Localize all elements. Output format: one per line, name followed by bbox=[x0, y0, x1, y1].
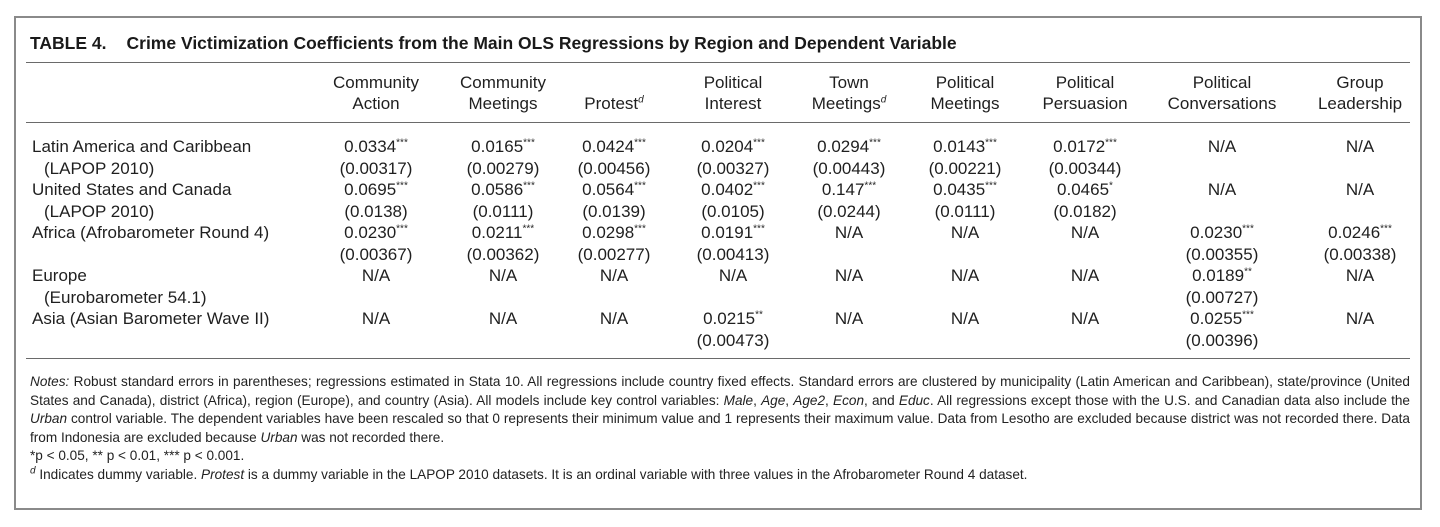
table-cell: 0.0211*** (0.00362) bbox=[466, 223, 540, 264]
body-rule bbox=[26, 358, 1410, 359]
table-number: TABLE 4. bbox=[30, 33, 107, 53]
row-label: Latin America and Caribbean (LAPOP 2010) bbox=[32, 137, 252, 178]
table-cell: 0.0165*** (0.00279) bbox=[466, 137, 540, 178]
row-label: United States and Canada (LAPOP 2010) bbox=[32, 180, 232, 221]
table-cell: 0.0215** (0.00473) bbox=[696, 309, 770, 350]
table-cell: N/A bbox=[599, 309, 629, 328]
table-cell: 0.0465* (0.0182) bbox=[1053, 180, 1117, 221]
table-cell: N/A bbox=[1345, 266, 1375, 285]
table-cell: N/A bbox=[361, 309, 391, 328]
table-cell: N/A bbox=[950, 223, 980, 242]
table-cell: 0.0334*** (0.00317) bbox=[339, 137, 413, 178]
table-cell: N/A bbox=[488, 309, 518, 328]
table-cell: N/A bbox=[361, 266, 391, 285]
table-cell: 0.0189** (0.00727) bbox=[1185, 266, 1259, 307]
dummy-note: d Indicates dummy variable. Protest is a… bbox=[30, 465, 1028, 482]
column-header: Town Meetingsd bbox=[811, 73, 887, 113]
table-cell: 0.0191*** (0.00413) bbox=[696, 223, 770, 264]
table-title: TABLE 4. Crime Victimization Coefficients… bbox=[30, 33, 957, 54]
table-cell: 0.0230*** (0.00367) bbox=[339, 223, 413, 264]
table-cell: 0.0564*** (0.0139) bbox=[582, 180, 646, 221]
column-header: Protestd bbox=[584, 94, 644, 113]
table-frame bbox=[14, 16, 1422, 510]
table-cell: N/A bbox=[1070, 266, 1100, 285]
table-cell: 0.0695*** (0.0138) bbox=[344, 180, 408, 221]
table-notes: Notes: Robust standard errors in parenth… bbox=[30, 373, 1410, 485]
table-cell: N/A bbox=[718, 266, 748, 285]
column-header: Group Leadership bbox=[1317, 73, 1403, 113]
row-label: Asia (Asian Barometer Wave II) bbox=[32, 309, 270, 328]
table-cell: N/A bbox=[834, 266, 864, 285]
table-cell: N/A bbox=[834, 309, 864, 328]
column-header: Political Meetings bbox=[930, 73, 1000, 113]
table-cell: N/A bbox=[1207, 137, 1237, 156]
table-cell: N/A bbox=[599, 266, 629, 285]
table-cell: N/A bbox=[1345, 309, 1375, 328]
table-cell: N/A bbox=[1345, 137, 1375, 156]
table-cell: N/A bbox=[950, 266, 980, 285]
top-rule bbox=[26, 62, 1410, 63]
column-header: Political Persuasion bbox=[1042, 73, 1128, 113]
table-cell: N/A bbox=[950, 309, 980, 328]
header-rule bbox=[26, 122, 1410, 123]
significance-note: *p < 0.05, ** p < 0.01, *** p < 0.001. bbox=[30, 448, 245, 464]
table-cell: 0.0298*** (0.00277) bbox=[577, 223, 651, 264]
column-header: Community Meetings bbox=[460, 73, 546, 113]
table-cell: 0.0143*** (0.00221) bbox=[928, 137, 1002, 178]
column-header: Political Conversations bbox=[1167, 73, 1277, 113]
table-cell: 0.0255*** (0.00396) bbox=[1185, 309, 1259, 350]
table-cell: 0.0294*** (0.00443) bbox=[812, 137, 886, 178]
table-cell: 0.0172*** (0.00344) bbox=[1048, 137, 1122, 178]
table-cell: N/A bbox=[1070, 223, 1100, 242]
table-cell: N/A bbox=[1345, 180, 1375, 199]
table-cell: N/A bbox=[1207, 180, 1237, 199]
table-cell: N/A bbox=[488, 266, 518, 285]
table-cell: 0.0230*** (0.00355) bbox=[1185, 223, 1259, 264]
row-label: Europe (Eurobarometer 54.1) bbox=[32, 266, 207, 307]
table-cell: 0.0435*** (0.0111) bbox=[933, 180, 997, 221]
table-cell: N/A bbox=[1070, 309, 1100, 328]
notes-paragraph: Notes: Robust standard errors in parenth… bbox=[30, 374, 1410, 445]
table-cell: N/A bbox=[834, 223, 864, 242]
table-cell: 0.0204*** (0.00327) bbox=[696, 137, 770, 178]
column-header: Community Action bbox=[333, 73, 419, 113]
row-label: Africa (Afrobarometer Round 4) bbox=[32, 223, 270, 242]
table-cell: 0.0424*** (0.00456) bbox=[577, 137, 651, 178]
table-cell: 0.0586*** (0.0111) bbox=[471, 180, 535, 221]
table-caption: Crime Victimization Coefficients from th… bbox=[126, 33, 957, 53]
table-cell: 0.0402*** (0.0105) bbox=[701, 180, 765, 221]
table-cell: 0.0246*** (0.00338) bbox=[1323, 223, 1397, 264]
column-header: Political Interest bbox=[703, 73, 763, 113]
table-cell: 0.147*** (0.0244) bbox=[817, 180, 881, 221]
